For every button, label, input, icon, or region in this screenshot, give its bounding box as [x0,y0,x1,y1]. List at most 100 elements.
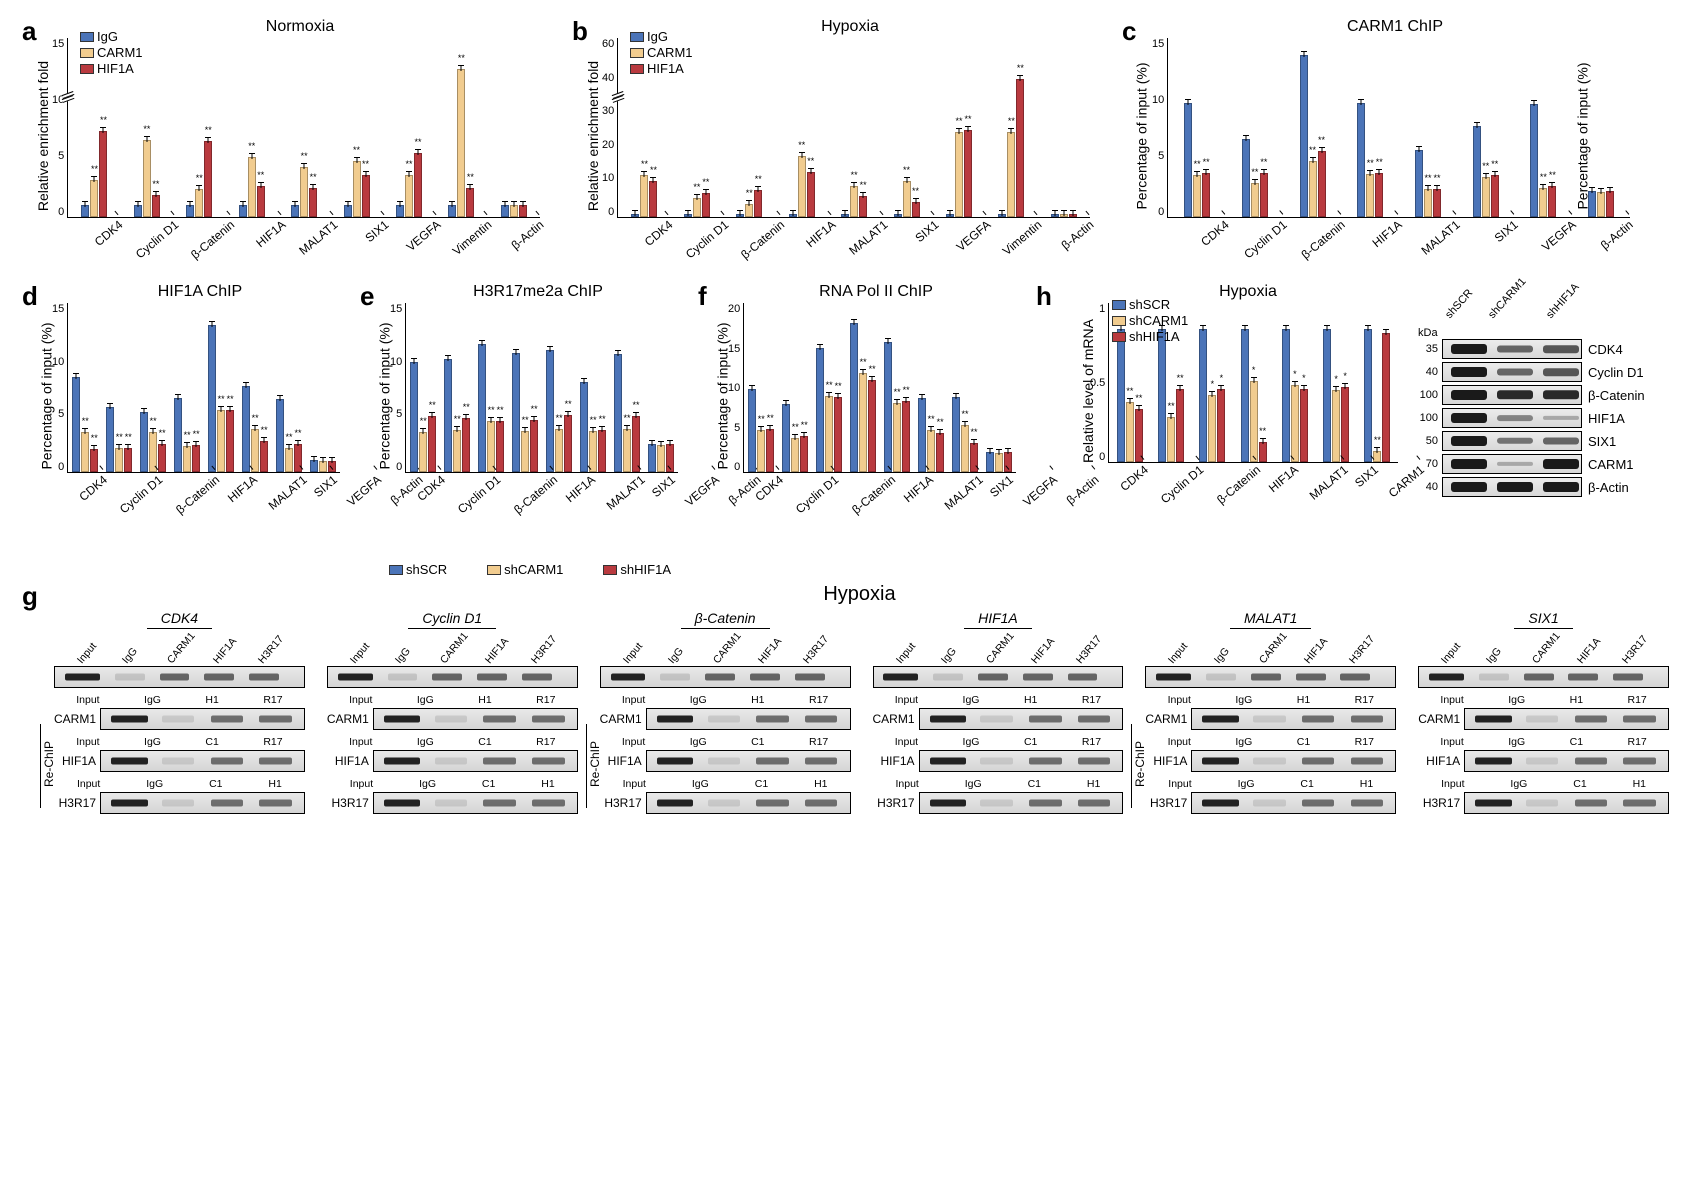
error-bar [463,414,469,419]
error-bar [1260,438,1266,443]
x-tick-label: SIX1 [311,470,343,500]
gel-band [259,800,291,807]
wb-target-name: SIX1 [1588,434,1616,449]
significance-marker: ** [1017,63,1024,73]
significance-marker: ** [1135,393,1142,403]
error-bar [415,149,421,154]
g-column: Cyclin D1InputIgGCARM1HIF1AH3R17InputIgG… [327,610,578,814]
gel-band [483,716,515,723]
gel-band [384,758,421,765]
significance-marker: ** [218,394,225,404]
wb-band [1497,462,1533,466]
bar-group: **** [383,153,435,217]
g-sub-lane-label: Input [350,778,373,790]
bar: * [1300,389,1308,462]
g-sub-row-label: HIF1A [1418,754,1464,768]
error-bar [1261,169,1267,174]
x-tick-label: Cyclin D1 [683,215,734,261]
chart-title: RNA Pol II ChIP [736,283,1016,301]
y-tick: 0 [58,461,64,473]
error-bar [615,350,621,355]
significance-marker: ** [522,415,529,425]
significance-marker: ** [955,116,962,126]
bar: ** [1126,402,1134,462]
legend-item: shHIF1A [1112,329,1188,344]
gel-band [978,674,1008,681]
error-bar [445,355,451,360]
bar: ** [217,410,225,472]
error-bar [522,427,528,432]
bar: ** [99,131,107,217]
x-tick-label: Vimentin [449,215,497,259]
significance-marker: ** [1126,386,1133,396]
error-bar [449,201,455,206]
wb-lane-label: shCARM1 [1486,276,1528,321]
gel-band [432,674,462,681]
error-bar [420,428,426,433]
x-tick-label: SIX1 [1470,215,1523,263]
gel-band [708,758,740,765]
g-sub-lane-label: IgG [146,778,163,790]
bar [1158,329,1166,462]
significance-marker: ** [964,114,971,124]
bar-group: **** [1226,139,1284,217]
g-pair: Re-ChIPCDK4InputIgGCARM1HIF1AH3R17InputI… [54,610,578,814]
error-bar [1185,99,1191,104]
g-sub-lane-label: Input [622,736,645,748]
significance-marker: ** [467,172,474,182]
x-axis: CDK4Cyclin D1β-CateninHIF1AMALAT1SIX1CAR… [1109,456,1398,470]
error-bar [965,126,971,131]
gel-band [162,800,194,807]
y-tick: 20 [728,303,740,315]
gel-band [1202,758,1239,765]
significance-marker: ** [310,172,317,182]
error-bar [125,444,131,449]
error-bar [835,393,841,398]
gel-image [646,792,851,814]
g-lane-label: CARM1 [984,630,1017,666]
g-sub-lane-label: C1 [1028,778,1041,790]
gel-band [660,674,690,681]
error-bar [1540,184,1546,189]
wb-band [1451,436,1487,446]
g-lane-label: CARM1 [165,630,198,666]
bar [782,404,790,472]
g-column: SIX1InputIgGCARM1HIF1AH3R17InputIgGH1R17… [1418,610,1669,814]
gel-band [980,716,1012,723]
wb-band [1451,344,1487,354]
chart-title: H3R17me2a ChIP [398,283,678,301]
g-sub-lane-label: IgG [1235,694,1252,706]
y-axis-label: Relative enrichment fold [35,61,51,211]
wb-band [1497,438,1533,444]
g-sub-lane-label: IgG [690,736,707,748]
error-bar [488,417,494,422]
bar [1530,104,1538,217]
significance-marker: ** [1259,426,1266,436]
wb-lane-label: shSCR [1443,287,1475,321]
gel-band [1623,758,1655,765]
error-bar [581,378,587,383]
gel-band [1029,758,1061,765]
y-tick: 15 [1152,38,1164,50]
g-sub-lane-label: H1 [1297,694,1310,706]
panel-label: g [22,581,38,612]
significance-marker: ** [702,177,709,187]
g-lane-label: HIF1A [1302,635,1330,666]
g-sub-lane-label: R17 [263,694,282,706]
bar: ** [462,418,470,472]
significance-marker: ** [150,416,157,426]
g-sub-row: HIF1A [327,750,578,772]
significance-marker: ** [458,53,465,63]
x-tick-label: CDK4 [415,470,452,504]
significance-marker: ** [91,433,98,443]
g-lane-label: H3R17 [528,633,558,666]
gel-band [1623,716,1655,723]
x-tick-label: MALAT1 [266,470,313,513]
g-sub-lane-label: R17 [536,694,555,706]
g-sub-lane-label: R17 [1355,736,1374,748]
significance-marker: ** [860,180,867,190]
gel-band [1340,674,1370,681]
chart-title: CARM1 ChIP [1160,18,1630,36]
bar-group: **** [576,382,610,472]
gel-image [1464,792,1669,814]
